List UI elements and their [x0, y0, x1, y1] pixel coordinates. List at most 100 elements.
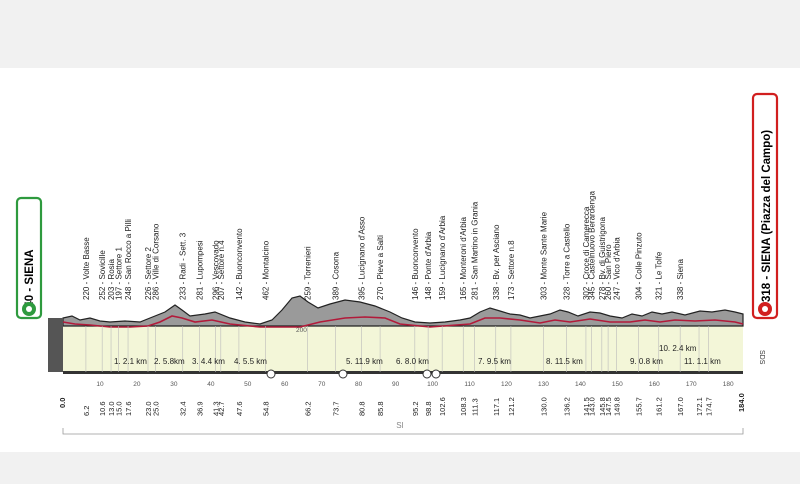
waypoint-label: 197 - Settore 1 [114, 247, 123, 300]
sector-label: 3. 4.4 km [192, 357, 225, 366]
km-tick: 30 [170, 381, 178, 388]
km-tick: 10 [96, 381, 104, 388]
waypoint-km: 145.8 [598, 397, 607, 416]
waypoint-label: 260 - San Piero [604, 244, 613, 300]
waypoint-km: 161.2 [655, 397, 664, 416]
waypoint-km: 121.2 [507, 397, 516, 416]
sector-label: 8. 11.5 km [546, 357, 583, 366]
waypoint-km: 36.9 [195, 401, 204, 416]
waypoint-labels: 220 - Volte Basse 252 - Sovicille 203 - Ro… [82, 190, 685, 300]
waypoint-label: 146 - Buonconvento [411, 228, 420, 300]
waypoint-km: 141.5 [582, 397, 591, 416]
province-label: SI [396, 421, 404, 430]
waypoint-km: 32.4 [179, 401, 188, 416]
km-tick: 50 [244, 381, 252, 388]
sector-label: 2. 5.8km [154, 357, 185, 366]
profile-base [63, 326, 743, 372]
km-tick: 140 [575, 381, 586, 388]
waypoint-label: 165 - Monteroni d'Arbia [459, 217, 468, 300]
waypoint-label: 338 - Siena [676, 259, 685, 300]
waypoint-label: 281 - Lupompesi [195, 240, 204, 300]
start-bar [48, 318, 63, 372]
top-band [0, 0, 800, 68]
waypoint-km: 42.7 [217, 401, 226, 416]
waypoint-km: 174.7 [705, 397, 714, 416]
waypoint-km: 41.3 [212, 401, 221, 416]
waypoint-label: 296 - Vescovado [212, 240, 221, 300]
sector-label: 6. 8.0 km [396, 357, 429, 366]
waypoint-label: 281 - San Martino in Grania [470, 201, 479, 300]
sector-label: 11. 1.1 km [684, 357, 721, 366]
elevation-relief [62, 295, 744, 327]
waypoint-label: 220 - Volte Basse [82, 237, 91, 300]
waypoint-label: 207 - Settore n.4 [217, 240, 226, 300]
waypoint-km: 13.0 [107, 401, 116, 416]
start-km: 0.0 [58, 398, 67, 408]
waypoint-label: 395 - Lucignano d'Asso [358, 216, 367, 300]
waypoint-km: 149.8 [613, 397, 622, 416]
waypoint-km: 102.6 [438, 397, 447, 416]
waypoint-km: 17.6 [124, 401, 133, 416]
sector-label: 7. 9.5 km [478, 357, 511, 366]
waypoint-km: 155.7 [634, 397, 643, 416]
waypoint-label: 462 - Montalcino [262, 240, 271, 300]
km-tick: 90 [392, 381, 400, 388]
waypoint-label: 203 - Rosia [107, 259, 116, 300]
waypoint-label: 142 - Buonconvento [235, 228, 244, 300]
waypoint-label: 159 - Lucignano d'Arbia [438, 215, 447, 300]
waypoint-km: 6.2 [82, 406, 91, 416]
waypoint-km: 147.5 [604, 397, 613, 416]
waypoint-label: 328 - Torre a Castello [562, 223, 571, 300]
bottom-band [0, 452, 800, 484]
sector-labels: 1. 2.1 km 2. 5.8km 3. 4.4 km 4. 5.5 km 5. 11… [114, 344, 721, 366]
waypoint-label: 278 - Bv. di Guistrigona [598, 216, 607, 300]
waypoint-label: 247 - Vico d'Arbia [613, 237, 622, 300]
km-tick: 110 [464, 381, 475, 388]
waypoint-label: 345 - Castelnuovo Berardenga [587, 190, 596, 300]
km-tick: 130 [538, 381, 549, 388]
waypoint-km: 172.1 [695, 397, 704, 416]
km-tick: 100 [427, 381, 438, 388]
waypoint-km: 85.8 [376, 401, 385, 416]
waypoint-label: 303 - Monte Sante Marie [539, 211, 548, 300]
route-line [62, 315, 744, 328]
waypoint-km: 108.3 [459, 397, 468, 416]
waypoint-km: 15.0 [114, 401, 123, 416]
sector-label: 1. 2.1 km [114, 357, 147, 366]
sector-label: 5. 11.9 km [346, 357, 383, 366]
km-tick: 160 [649, 381, 660, 388]
bottom-bracket [62, 428, 744, 435]
waypoint-label: 173 - Settore n.8 [507, 240, 516, 300]
waypoint-label: 338 - Bv. per Asciano [492, 224, 501, 300]
waypoint-label: 270 - Pieve a Salti [376, 235, 385, 300]
km-tick: 40 [207, 381, 215, 388]
checkpoint-icons [266, 369, 441, 379]
waypoint-label: 259 - Torrenieri [304, 246, 313, 300]
waypoint-km: 47.6 [235, 401, 244, 416]
waypoint-km: 95.2 [411, 401, 420, 416]
waypoint-label: 148 - Ponte d'Arbia [424, 231, 433, 300]
finish-marker: 318 - SIENA (Piazza del Campo) [751, 92, 779, 320]
waypoint-label: 233 - Radi - Sett. 3 [179, 232, 188, 300]
waypoint-km: 167.0 [676, 397, 685, 416]
finish-km: 184.0 [737, 393, 746, 412]
waypoint-label: 389 - Cosona [331, 251, 340, 300]
waypoint-label: 286 - Ville di Corsano [151, 223, 160, 300]
waypoint-km: 143.0 [587, 397, 596, 416]
waypoint-km: 80.8 [358, 401, 367, 416]
waypoint-km: 136.2 [562, 397, 571, 416]
sector-label: 9. 0.8 km [630, 357, 663, 366]
sector-label: 10. 2.4 km [659, 344, 697, 353]
km-tick: 120 [501, 381, 512, 388]
waypoint-km: 117.1 [492, 398, 501, 416]
elevation-label: 200 [296, 327, 307, 334]
km-tick: 70 [318, 381, 326, 388]
waypoint-km: 130.0 [539, 397, 548, 416]
waypoint-km: 98.8 [424, 401, 433, 416]
waypoint-label: 304 - Colle Pinzuto [634, 232, 643, 300]
waypoint-km: 54.8 [262, 401, 271, 416]
km-tick: 20 [133, 381, 141, 388]
start-marker: 240 - SIENA [15, 196, 43, 320]
waypoint-label: 226 - Settore 2 [144, 247, 153, 300]
sector-label: 4. 5.5 km [234, 357, 267, 366]
